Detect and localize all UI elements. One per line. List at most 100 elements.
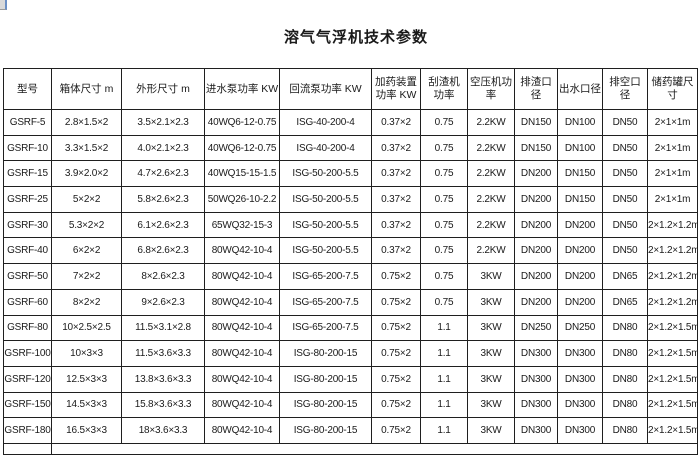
table-cell: 0.75×2 bbox=[371, 263, 421, 290]
table-cell: 3KW bbox=[467, 314, 515, 342]
table-cell: 3.9×2.0×2 bbox=[51, 160, 122, 188]
table-cell: DN150 bbox=[557, 160, 603, 188]
table-row: GSRF-30 5.3×2×2 6.1×2.6×2.3 65WQ32-15-3 ISG-… bbox=[3, 211, 698, 239]
table-cell: 2.8×1.5×2 bbox=[51, 109, 122, 136]
table-cell: DN65 bbox=[602, 288, 648, 316]
table-cell: DN50 bbox=[602, 109, 648, 136]
table-cell: DN200 bbox=[514, 237, 558, 265]
table-row: GSRF-150 14.5×3×3 15.8×3.6×3.3 80WQ42-10-4 I… bbox=[3, 391, 698, 419]
table-cell: DN200 bbox=[557, 263, 603, 290]
table-cell: 11.5×3.1×2.8 bbox=[121, 314, 205, 342]
col-header-inlet-pump-power: 进水泵功率 KW bbox=[204, 68, 280, 110]
table-cell: ISG-50-200-5.5 bbox=[279, 237, 372, 265]
table-cell: 0.75 bbox=[420, 211, 468, 239]
table-cell: 0.75 bbox=[420, 134, 468, 162]
page-title: 溶气气浮机技术参数 bbox=[283, 29, 428, 46]
table-cell: 65WQ32-15-3 bbox=[204, 211, 280, 239]
table-cell: 13.8×3.6×3.3 bbox=[121, 365, 205, 393]
table-cell: 3KW bbox=[467, 365, 515, 393]
table-cell: DN150 bbox=[557, 186, 603, 213]
table-cell: 2.2KW bbox=[467, 160, 515, 188]
table-cell: ISG-65-200-7.5 bbox=[279, 263, 372, 290]
table-cell: 1.1 bbox=[420, 391, 468, 419]
table-cell: ISG-80-200-15 bbox=[279, 340, 372, 367]
table-cell: ISG-40-200-4 bbox=[279, 134, 372, 162]
table-cell: 80WQ42-10-4 bbox=[204, 263, 280, 290]
table-cell: DN300 bbox=[514, 391, 558, 419]
table-cell: 6×2×2 bbox=[51, 237, 122, 265]
table-cell: GSRF-150 bbox=[3, 391, 52, 419]
table-cell: DN100 bbox=[557, 134, 603, 162]
table-cell: GSRF-5 bbox=[3, 109, 52, 136]
table-cell: 3KW bbox=[467, 288, 515, 316]
table-cell: ISG-50-200-5.5 bbox=[279, 211, 372, 239]
table-cell: DN300 bbox=[514, 365, 558, 393]
table-cell: 0.75 bbox=[420, 288, 468, 316]
table-cell: 0.37×2 bbox=[371, 211, 421, 239]
table-cell: GSRF-180 bbox=[3, 417, 52, 444]
table-cell: DN300 bbox=[557, 365, 603, 393]
table-cell: DN200 bbox=[557, 237, 603, 265]
table-cell: DN200 bbox=[557, 211, 603, 239]
table-cell: 7×2×2 bbox=[51, 263, 122, 290]
table-cell: GSRF-25 bbox=[3, 186, 52, 213]
table-cell: 16.5×3×3 bbox=[51, 417, 122, 444]
table-cell: 14.5×3×3 bbox=[51, 391, 122, 419]
table-cell: 2×1.2×1.5m bbox=[647, 314, 698, 342]
table-cell: 10×3×3 bbox=[51, 340, 122, 367]
table-cell: DN80 bbox=[602, 365, 648, 393]
table-row: GSRF-60 8×2×2 9×2.6×2.3 80WQ42-10-4 ISG-65-2… bbox=[3, 288, 698, 316]
table-cell: 0.75×2 bbox=[371, 340, 421, 367]
table-cell: 3KW bbox=[467, 417, 515, 444]
col-header-box-size: 箱体尺寸 m bbox=[51, 68, 122, 110]
table-cell: ISG-80-200-15 bbox=[279, 365, 372, 393]
table-cell: 0.75 bbox=[420, 186, 468, 213]
table-cell: 50WQ26-10-2.2 bbox=[204, 186, 280, 213]
table-cell: 3KW bbox=[467, 263, 515, 290]
table-cell: ISG-65-200-7.5 bbox=[279, 288, 372, 316]
table-row: GSRF-80 10×2.5×2.5 11.5×3.1×2.8 80WQ42-10-4… bbox=[3, 314, 698, 342]
table-cell: 4.0×2.1×2.3 bbox=[121, 134, 205, 162]
table-cell: 11.5×3.6×3.3 bbox=[121, 340, 205, 367]
table-cell: 5.8×2.6×2.3 bbox=[121, 186, 205, 213]
col-header-tank-size: 储药罐尺寸 bbox=[647, 68, 698, 110]
table-cell: 2.2KW bbox=[467, 237, 515, 265]
table-cell: 4.7×2.6×2.3 bbox=[121, 160, 205, 188]
table-cell: DN80 bbox=[602, 340, 648, 367]
table-cell: 0.37×2 bbox=[371, 160, 421, 188]
table-cell: DN200 bbox=[514, 211, 558, 239]
table-row: GSRF-120 12.5×3×3 13.8×3.6×3.3 80WQ42-10-4 I… bbox=[3, 365, 698, 393]
table-row: GSRF-25 5×2×2 5.8×2.6×2.3 50WQ26-10-2.2 ISG-… bbox=[3, 186, 698, 213]
table-cell: 2.2KW bbox=[467, 211, 515, 239]
table-cell: 5×2×2 bbox=[51, 186, 122, 213]
table-header: 型号 箱体尺寸 m 外形尺寸 m 进水泵功率 KW 回流泵功率 KW 加药装置 … bbox=[3, 68, 698, 110]
table-cell: ISG-65-200-7.5 bbox=[279, 314, 372, 342]
table-cell: 0.37×2 bbox=[371, 134, 421, 162]
table-cell: 2×1.2×1.5m bbox=[647, 365, 698, 393]
table-cell: DN250 bbox=[557, 314, 603, 342]
table-cell: 2.2KW bbox=[467, 186, 515, 213]
table-cell bbox=[51, 442, 698, 455]
table-cell: DN80 bbox=[602, 391, 648, 419]
col-header-compressor-power: 空压机功 率 bbox=[467, 68, 515, 110]
table-cell: 8×2.6×2.3 bbox=[121, 263, 205, 290]
table-cell: DN150 bbox=[514, 109, 558, 136]
table-cell: GSRF-50 bbox=[3, 263, 52, 290]
table-cell: DN50 bbox=[602, 237, 648, 265]
table-cell: 0.75×2 bbox=[371, 417, 421, 444]
table-cell: DN50 bbox=[602, 134, 648, 162]
table-cell: GSRF-60 bbox=[3, 288, 52, 316]
table-row: GSRF-15 3.9×2.0×2 4.7×2.6×2.3 40WQ15-15-1.5… bbox=[3, 160, 698, 188]
table-cell: 80WQ42-10-4 bbox=[204, 288, 280, 316]
table-cell: 0.75 bbox=[420, 109, 468, 136]
table-cell: 5.3×2×2 bbox=[51, 211, 122, 239]
table-cell: 40WQ15-15-1.5 bbox=[204, 160, 280, 188]
table-cell: 6.1×2.6×2.3 bbox=[121, 211, 205, 239]
table-cell: 40WQ6-12-0.75 bbox=[204, 134, 280, 162]
table-cell: 0.37×2 bbox=[371, 186, 421, 213]
table-cell: 0.75 bbox=[420, 263, 468, 290]
table-cell: 0.75×2 bbox=[371, 365, 421, 393]
table-cell: ISG-50-200-5.5 bbox=[279, 186, 372, 213]
table-cell: DN50 bbox=[602, 186, 648, 213]
